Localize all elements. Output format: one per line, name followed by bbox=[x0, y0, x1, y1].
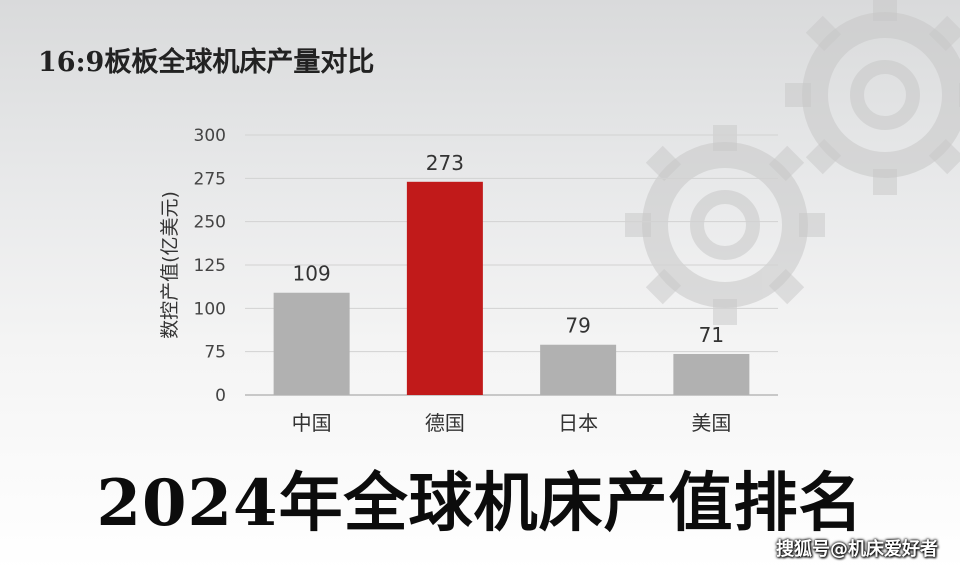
bar bbox=[540, 344, 617, 395]
bar bbox=[406, 181, 483, 395]
bar bbox=[673, 353, 750, 395]
y-tick-label: 125 bbox=[194, 256, 226, 276]
data-label: 109 bbox=[293, 262, 331, 286]
x-tick-label: 中国 bbox=[292, 411, 332, 435]
y-tick-label: 100 bbox=[194, 299, 226, 319]
data-label: 79 bbox=[565, 314, 590, 338]
y-axis-label: 数控产值(亿美元) bbox=[159, 191, 181, 339]
y-tick-label: 250 bbox=[194, 213, 226, 233]
y-tick-label: 0 bbox=[215, 386, 226, 406]
bar bbox=[273, 292, 350, 395]
y-tick-label: 300 bbox=[194, 126, 226, 146]
x-tick-label: 美国 bbox=[691, 411, 731, 435]
x-tick-label: 德国 bbox=[425, 411, 465, 435]
data-label: 273 bbox=[426, 151, 464, 175]
y-tick-label: 275 bbox=[194, 169, 226, 189]
chart-subtitle: 16:9板板全球机床产量对比 bbox=[38, 47, 375, 78]
y-tick-label: 75 bbox=[204, 343, 226, 363]
watermark: 搜狐号@机床爱好者 bbox=[776, 539, 938, 560]
data-label: 71 bbox=[699, 323, 724, 347]
x-tick-label: 日本 bbox=[558, 411, 598, 435]
page-title: 2024年全球机床产值排名 bbox=[96, 466, 864, 541]
